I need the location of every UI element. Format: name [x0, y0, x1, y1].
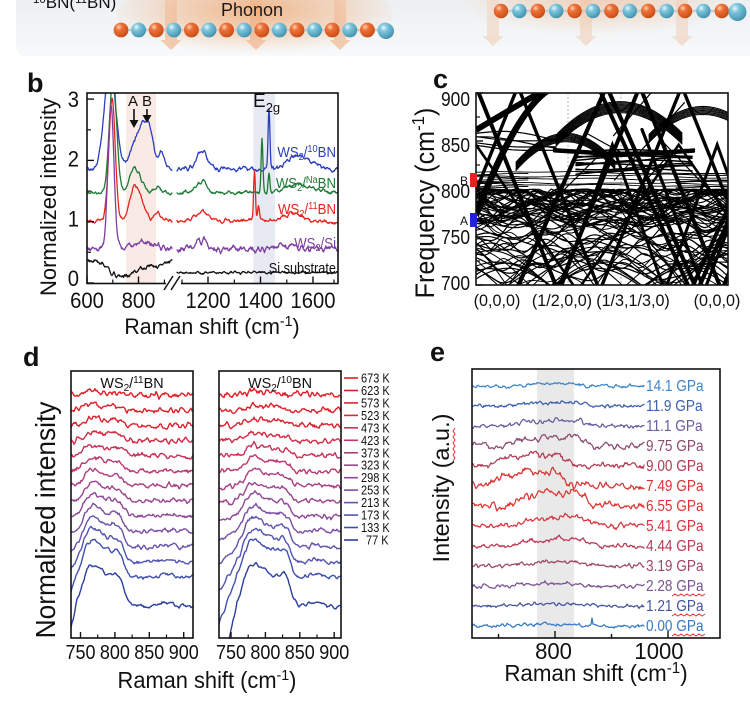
svg-text:WS2/11BN: WS2/11BN: [100, 375, 163, 394]
svg-text:700: 700: [441, 272, 470, 294]
svg-text:c: c: [433, 64, 448, 94]
svg-text:1600: 1600: [290, 289, 335, 313]
svg-text:800: 800: [100, 642, 130, 664]
svg-text:1.21 GPa: 1.21 GPa: [646, 598, 704, 615]
svg-text:473 K: 473 K: [361, 422, 390, 436]
svg-text:(0,0,0): (0,0,0): [474, 291, 521, 310]
svg-text:623 K: 623 K: [361, 384, 390, 398]
svg-text:523 K: 523 K: [361, 409, 390, 423]
svg-text:10BN(11BN): 10BN(11BN): [33, 0, 116, 12]
svg-text:850: 850: [285, 642, 315, 664]
svg-text:9.00 GPa: 9.00 GPa: [646, 458, 704, 475]
svg-text:750: 750: [65, 642, 95, 664]
svg-text:d: d: [23, 342, 40, 372]
svg-text:0: 0: [68, 267, 79, 291]
svg-text:900: 900: [319, 642, 349, 664]
svg-text:253 K: 253 K: [361, 484, 390, 498]
svg-text:Raman shift (cm-1): Raman shift (cm-1): [118, 667, 297, 693]
svg-text:323 K: 323 K: [361, 459, 390, 473]
svg-text:(0,0,0): (0,0,0): [694, 291, 741, 310]
svg-text:(1/3,1/3,0): (1/3,1/3,0): [596, 291, 670, 310]
svg-text:373 K: 373 K: [361, 447, 390, 461]
svg-text:133 K: 133 K: [361, 521, 390, 535]
svg-text:2.28 GPa: 2.28 GPa: [646, 578, 704, 595]
svg-text:14.1 GPa: 14.1 GPa: [646, 378, 704, 395]
svg-text:800: 800: [122, 289, 156, 313]
svg-text:WS2/Si: WS2/Si: [294, 234, 336, 254]
svg-text:173 K: 173 K: [361, 509, 390, 523]
svg-text:B: B: [142, 93, 152, 110]
svg-text:Raman shift (cm-1): Raman shift (cm-1): [124, 313, 299, 339]
svg-text:A: A: [128, 93, 138, 110]
svg-text:1: 1: [68, 208, 79, 232]
svg-text:WS2/NaBN: WS2/NaBN: [276, 174, 336, 194]
svg-text:750: 750: [216, 642, 246, 664]
svg-text:213 K: 213 K: [361, 496, 390, 510]
svg-text:WS2/10BN: WS2/10BN: [248, 375, 312, 394]
svg-text:11.1 GPa: 11.1 GPa: [646, 418, 703, 435]
svg-text:11.9 GPa: 11.9 GPa: [646, 398, 703, 415]
svg-text:B: B: [460, 174, 468, 188]
svg-text:4.44 GPa: 4.44 GPa: [646, 538, 704, 555]
svg-text:77 K: 77 K: [366, 534, 389, 548]
svg-text:Frequency (cm-1): Frequency (cm-1): [407, 108, 440, 299]
svg-text:850: 850: [441, 134, 470, 156]
svg-text:e: e: [430, 337, 445, 367]
svg-text:1000: 1000: [634, 637, 683, 664]
svg-text:3.19 GPa: 3.19 GPa: [646, 558, 704, 575]
svg-text:600: 600: [70, 289, 104, 313]
svg-text:900: 900: [441, 88, 470, 110]
svg-text:1200: 1200: [185, 289, 230, 313]
svg-text:673 K: 673 K: [361, 372, 390, 386]
svg-text:750: 750: [441, 226, 470, 248]
svg-text:(1/2,0,0): (1/2,0,0): [532, 291, 592, 310]
svg-text:Phonon: Phonon: [221, 0, 283, 20]
svg-text:2: 2: [68, 148, 79, 172]
svg-text:Si substrate: Si substrate: [269, 259, 336, 276]
svg-text:573 K: 573 K: [361, 397, 390, 411]
svg-text:1400: 1400: [238, 289, 283, 313]
svg-text:0.00 GPa: 0.00 GPa: [646, 618, 704, 635]
svg-text:900: 900: [169, 642, 199, 664]
svg-text:b: b: [27, 68, 44, 98]
svg-text:9.75 GPa: 9.75 GPa: [646, 438, 704, 455]
svg-text:800: 800: [250, 642, 280, 664]
svg-text:Normalized intensity: Normalized intensity: [29, 401, 61, 638]
svg-text:A: A: [460, 214, 468, 228]
svg-text:3: 3: [68, 88, 79, 112]
svg-text:5.41 GPa: 5.41 GPa: [646, 518, 704, 535]
svg-text:Raman shift (cm-1): Raman shift (cm-1): [504, 659, 687, 686]
svg-text:800: 800: [535, 637, 572, 664]
svg-text:850: 850: [134, 642, 164, 664]
svg-text:WS2/10BN: WS2/10BN: [277, 143, 336, 163]
svg-text:800: 800: [441, 180, 470, 202]
svg-text:Normalized intensity: Normalized intensity: [36, 98, 61, 296]
svg-text:Intensity (a.u.): Intensity (a.u.): [428, 414, 454, 563]
svg-text:6.55 GPa: 6.55 GPa: [646, 498, 704, 515]
svg-text:WS2/11BN: WS2/11BN: [278, 200, 336, 220]
svg-text:423 K: 423 K: [361, 434, 390, 448]
svg-text:7.49 GPa: 7.49 GPa: [646, 478, 704, 495]
svg-text:298 K: 298 K: [361, 472, 390, 486]
